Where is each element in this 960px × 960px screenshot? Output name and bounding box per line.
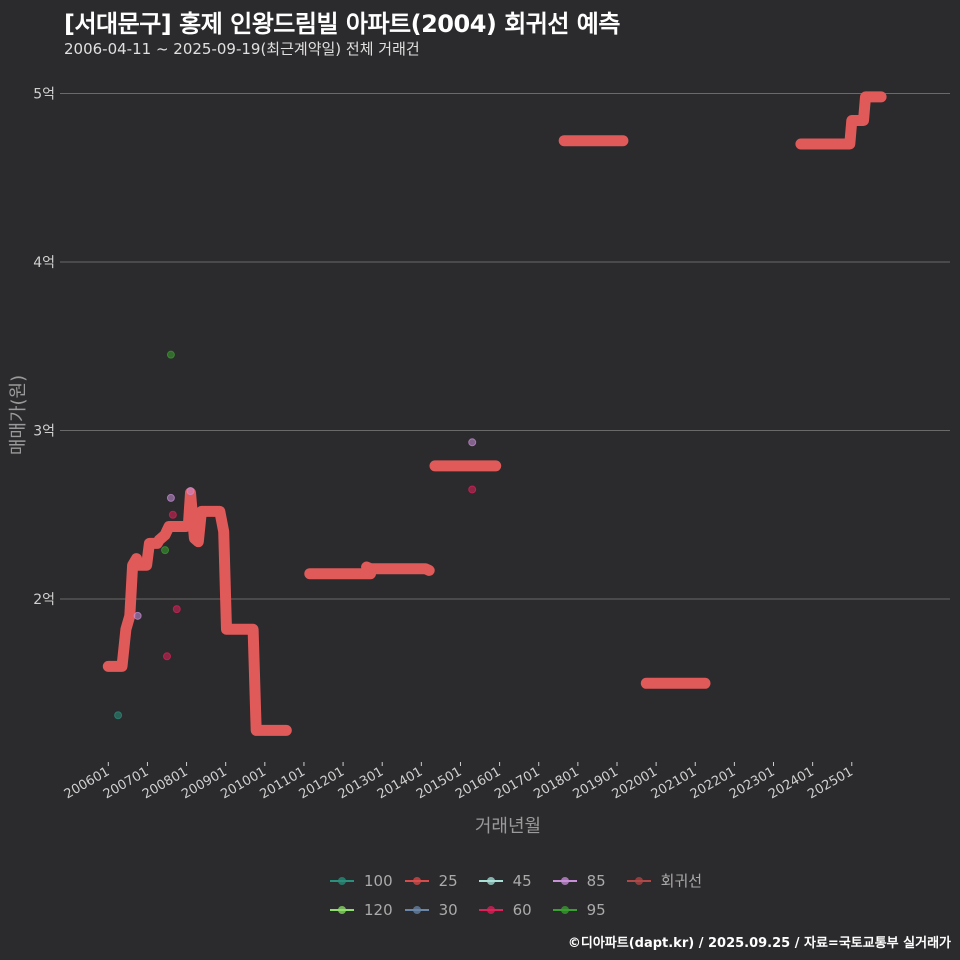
x-axis-title: 거래년월 — [475, 816, 541, 837]
legend-item[interactable]: 120 — [330, 901, 393, 919]
chart-subtitle: 2006-04-11 ~ 2025-09-19(최근계약일) 전체 거래건 — [64, 40, 420, 58]
legend-swatch-icon — [478, 905, 503, 914]
scatter-points — [114, 350, 477, 720]
legend-item[interactable]: 25 — [404, 871, 467, 890]
scatter-point-85 — [186, 487, 195, 496]
scatter-point-60 — [172, 605, 181, 614]
legend-label: 45 — [512, 871, 532, 890]
legend-label: 30 — [438, 900, 458, 919]
scatter-point-60 — [162, 652, 171, 661]
scatter-point-95 — [161, 546, 170, 555]
legend-label: 회귀선 — [660, 872, 703, 890]
y-tick-label: 3억 — [33, 424, 55, 440]
legend-label: 120 — [364, 900, 393, 919]
legend-swatch-icon — [552, 876, 577, 885]
legend-label: 100 — [364, 871, 393, 890]
y-gridlines — [60, 93, 950, 600]
legend-item[interactable]: 95 — [552, 900, 615, 919]
legend-swatch-icon — [330, 876, 354, 885]
legend-label: 85 — [586, 871, 606, 890]
regression-line — [102, 91, 887, 736]
source-credit: ©디아파트(dapt.kr) / 2025.09.25 / 자료=국토교통부 실… — [567, 936, 951, 951]
regression-segment — [102, 487, 292, 736]
scatter-point-95 — [166, 350, 175, 359]
scatter-point-85 — [468, 438, 477, 447]
legend-swatch-icon — [552, 905, 577, 914]
legend-label: 95 — [586, 900, 606, 919]
scatter-point-60 — [468, 485, 477, 494]
y-axis-title: 매매가(원) — [8, 375, 29, 455]
y-tick-label: 5억 — [33, 87, 55, 103]
x-tick-label: 202501 — [805, 764, 855, 802]
scatter-point-60 — [168, 510, 177, 519]
legend-label: 25 — [438, 871, 458, 890]
legend-row-2: 120 30 60 95 — [330, 895, 730, 924]
legend-item[interactable]: 회귀선 — [626, 870, 703, 891]
legend-swatch-icon — [478, 876, 503, 885]
scatter-point-100 — [114, 711, 123, 720]
legend-row-1: 100 25 45 85 회귀선 — [330, 866, 730, 895]
y-tick-label: 2억 — [33, 592, 55, 608]
legend-swatch-icon — [404, 905, 429, 914]
legend-item[interactable]: 60 — [478, 900, 541, 919]
legend-item[interactable]: 45 — [478, 871, 541, 890]
legend-item[interactable]: 100 — [330, 872, 393, 890]
y-axis-ticks: 2억 3억 4억 5억 — [33, 87, 55, 609]
regression-segment — [361, 561, 435, 576]
x-axis-ticks: 2006012007012008012009012010012011012012… — [62, 762, 856, 802]
legend: 100 25 45 85 회귀선 120 30 60 95 — [330, 866, 730, 924]
legend-label: 60 — [512, 900, 532, 919]
legend-swatch-icon — [626, 876, 651, 885]
scatter-point-85 — [166, 493, 175, 502]
legend-swatch-icon — [404, 876, 429, 885]
legend-swatch-icon — [330, 905, 354, 914]
scatter-point-85 — [133, 611, 142, 620]
regression-segment — [795, 91, 887, 150]
legend-item[interactable]: 30 — [404, 900, 467, 919]
chart-title: [서대문구] 홍제 인왕드림빌 아파트(2004) 회귀선 예측 — [64, 10, 620, 38]
legend-item[interactable]: 85 — [552, 871, 615, 890]
y-tick-label: 4억 — [33, 255, 55, 271]
